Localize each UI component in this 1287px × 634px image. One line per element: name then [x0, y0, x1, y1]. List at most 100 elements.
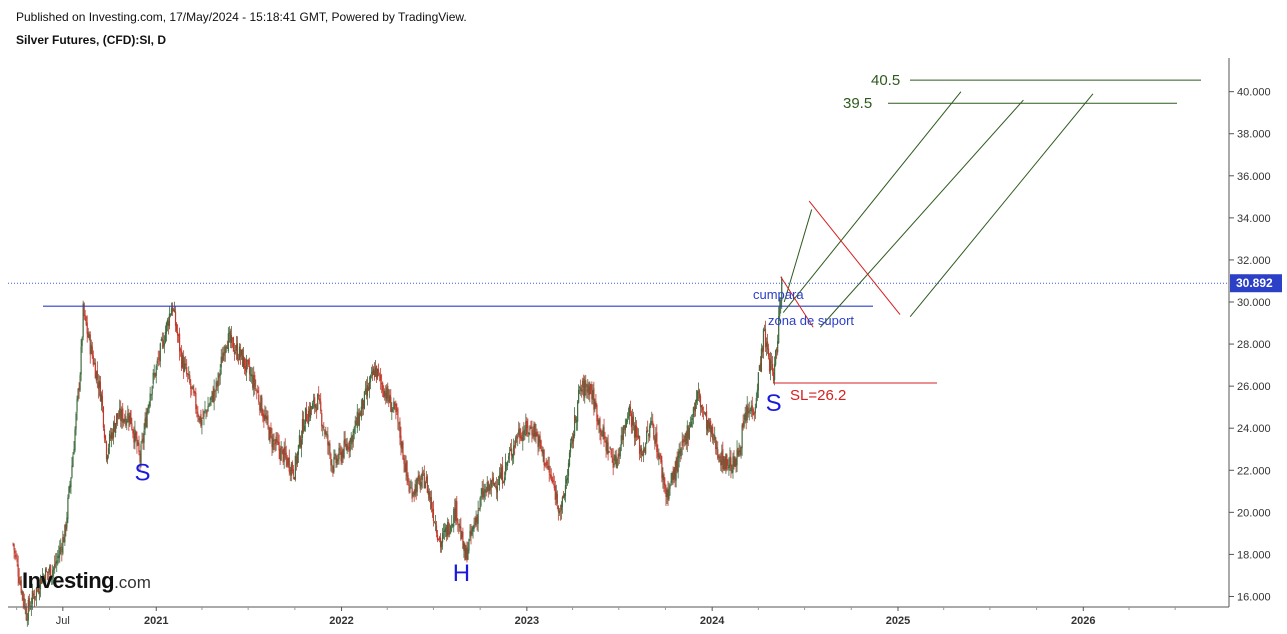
- candle-body: [124, 418, 126, 422]
- candle-body: [573, 415, 576, 436]
- candle-body: [769, 359, 772, 372]
- candle-body: [255, 387, 257, 389]
- candle-body: [520, 435, 522, 440]
- candle-body: [214, 390, 216, 392]
- target-39-5-label: 39.5: [843, 95, 872, 112]
- candle-body: [447, 522, 449, 536]
- candle-body: [490, 480, 492, 488]
- candle-body: [173, 309, 176, 312]
- candle-body: [156, 360, 158, 364]
- candle-body: [422, 471, 424, 473]
- candle-body: [674, 467, 676, 479]
- candle-body: [482, 488, 484, 498]
- candle-body: [433, 522, 436, 523]
- candle-body: [726, 454, 728, 466]
- candle-body: [280, 447, 282, 461]
- candle-body: [76, 399, 78, 412]
- candle-body: [593, 388, 595, 410]
- candle-body: [314, 397, 316, 408]
- candle-body: [239, 349, 242, 358]
- candle-body: [554, 485, 556, 500]
- candle-body: [301, 418, 304, 439]
- candle-body: [331, 464, 333, 466]
- target-40-5-label: 40.5: [871, 72, 900, 89]
- x-tick-label: 2025: [886, 615, 910, 627]
- candle-body: [682, 439, 684, 443]
- candle-body: [326, 434, 328, 436]
- candle-body: [582, 380, 584, 388]
- candle-body: [637, 435, 640, 438]
- candle-body: [19, 582, 21, 584]
- candle-body: [672, 472, 674, 480]
- candle-body: [198, 418, 200, 421]
- candle-body: [601, 435, 603, 437]
- candle-body: [549, 473, 551, 476]
- candle-body: [460, 526, 462, 540]
- candle-body: [767, 348, 770, 357]
- candle-body: [113, 422, 115, 438]
- candle-body: [452, 524, 454, 527]
- candle-body: [45, 570, 48, 572]
- logo-brand: Investing: [22, 568, 115, 593]
- candle-body: [692, 407, 694, 418]
- candle-body: [203, 411, 205, 417]
- candle-body: [166, 319, 169, 326]
- candle-body: [136, 436, 138, 447]
- candle-body: [694, 402, 697, 412]
- candle-body: [781, 278, 783, 301]
- candle-body: [38, 591, 41, 594]
- candle-body: [514, 445, 516, 448]
- candle-body: [34, 596, 37, 598]
- candle-body: [397, 408, 399, 422]
- candle-body: [455, 500, 457, 522]
- channel-line: [909, 93, 1094, 318]
- candle-body: [53, 567, 55, 571]
- candle-body: [487, 481, 489, 491]
- candle-body: [351, 435, 353, 445]
- candle-body: [446, 525, 448, 537]
- candle-body: [753, 413, 755, 415]
- candle-body: [725, 453, 727, 470]
- candle-body: [67, 497, 69, 520]
- candle-body: [595, 400, 597, 407]
- candle-body: [225, 346, 227, 348]
- symbol-title: Silver Futures, (CFD):SI, D: [16, 33, 167, 47]
- candle-body: [254, 375, 256, 387]
- candle-body: [388, 396, 390, 403]
- candle-body: [347, 445, 349, 450]
- candle-body: [502, 482, 505, 484]
- candle-body: [605, 440, 607, 451]
- candle-body: [541, 449, 543, 452]
- candle-body: [413, 491, 415, 494]
- candle-body: [393, 401, 395, 409]
- candle-body: [563, 494, 566, 498]
- candle-body: [371, 370, 374, 377]
- candle-body: [298, 435, 301, 447]
- candle-body: [215, 381, 217, 391]
- candle-body: [221, 356, 223, 363]
- logo-tld: .com: [114, 573, 151, 592]
- candle-body: [560, 504, 562, 511]
- candle-body: [217, 373, 219, 387]
- candle-body: [272, 438, 274, 450]
- candle-body: [210, 396, 212, 400]
- candle-body: [703, 412, 706, 414]
- candle-body: [182, 355, 184, 368]
- candle-body: [673, 469, 675, 480]
- candle-body: [590, 384, 592, 391]
- candle-body: [49, 566, 51, 573]
- candle-body: [391, 409, 393, 412]
- candle-body: [759, 363, 761, 371]
- candle-body: [157, 359, 159, 361]
- candle-body: [569, 442, 572, 453]
- candle-body: [275, 436, 277, 444]
- candle-body: [180, 349, 182, 351]
- candle-body: [296, 452, 298, 464]
- candle-body: [70, 477, 72, 488]
- candle-body: [528, 432, 530, 435]
- candle-body: [591, 389, 593, 400]
- candle-body: [104, 435, 107, 440]
- candle-body: [403, 458, 405, 464]
- candle-body: [609, 447, 611, 450]
- candle-body: [539, 435, 541, 443]
